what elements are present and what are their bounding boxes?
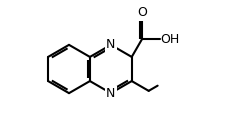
Text: O: O <box>136 6 146 19</box>
Text: N: N <box>106 38 115 51</box>
Text: OH: OH <box>160 33 179 46</box>
Text: N: N <box>106 87 115 100</box>
